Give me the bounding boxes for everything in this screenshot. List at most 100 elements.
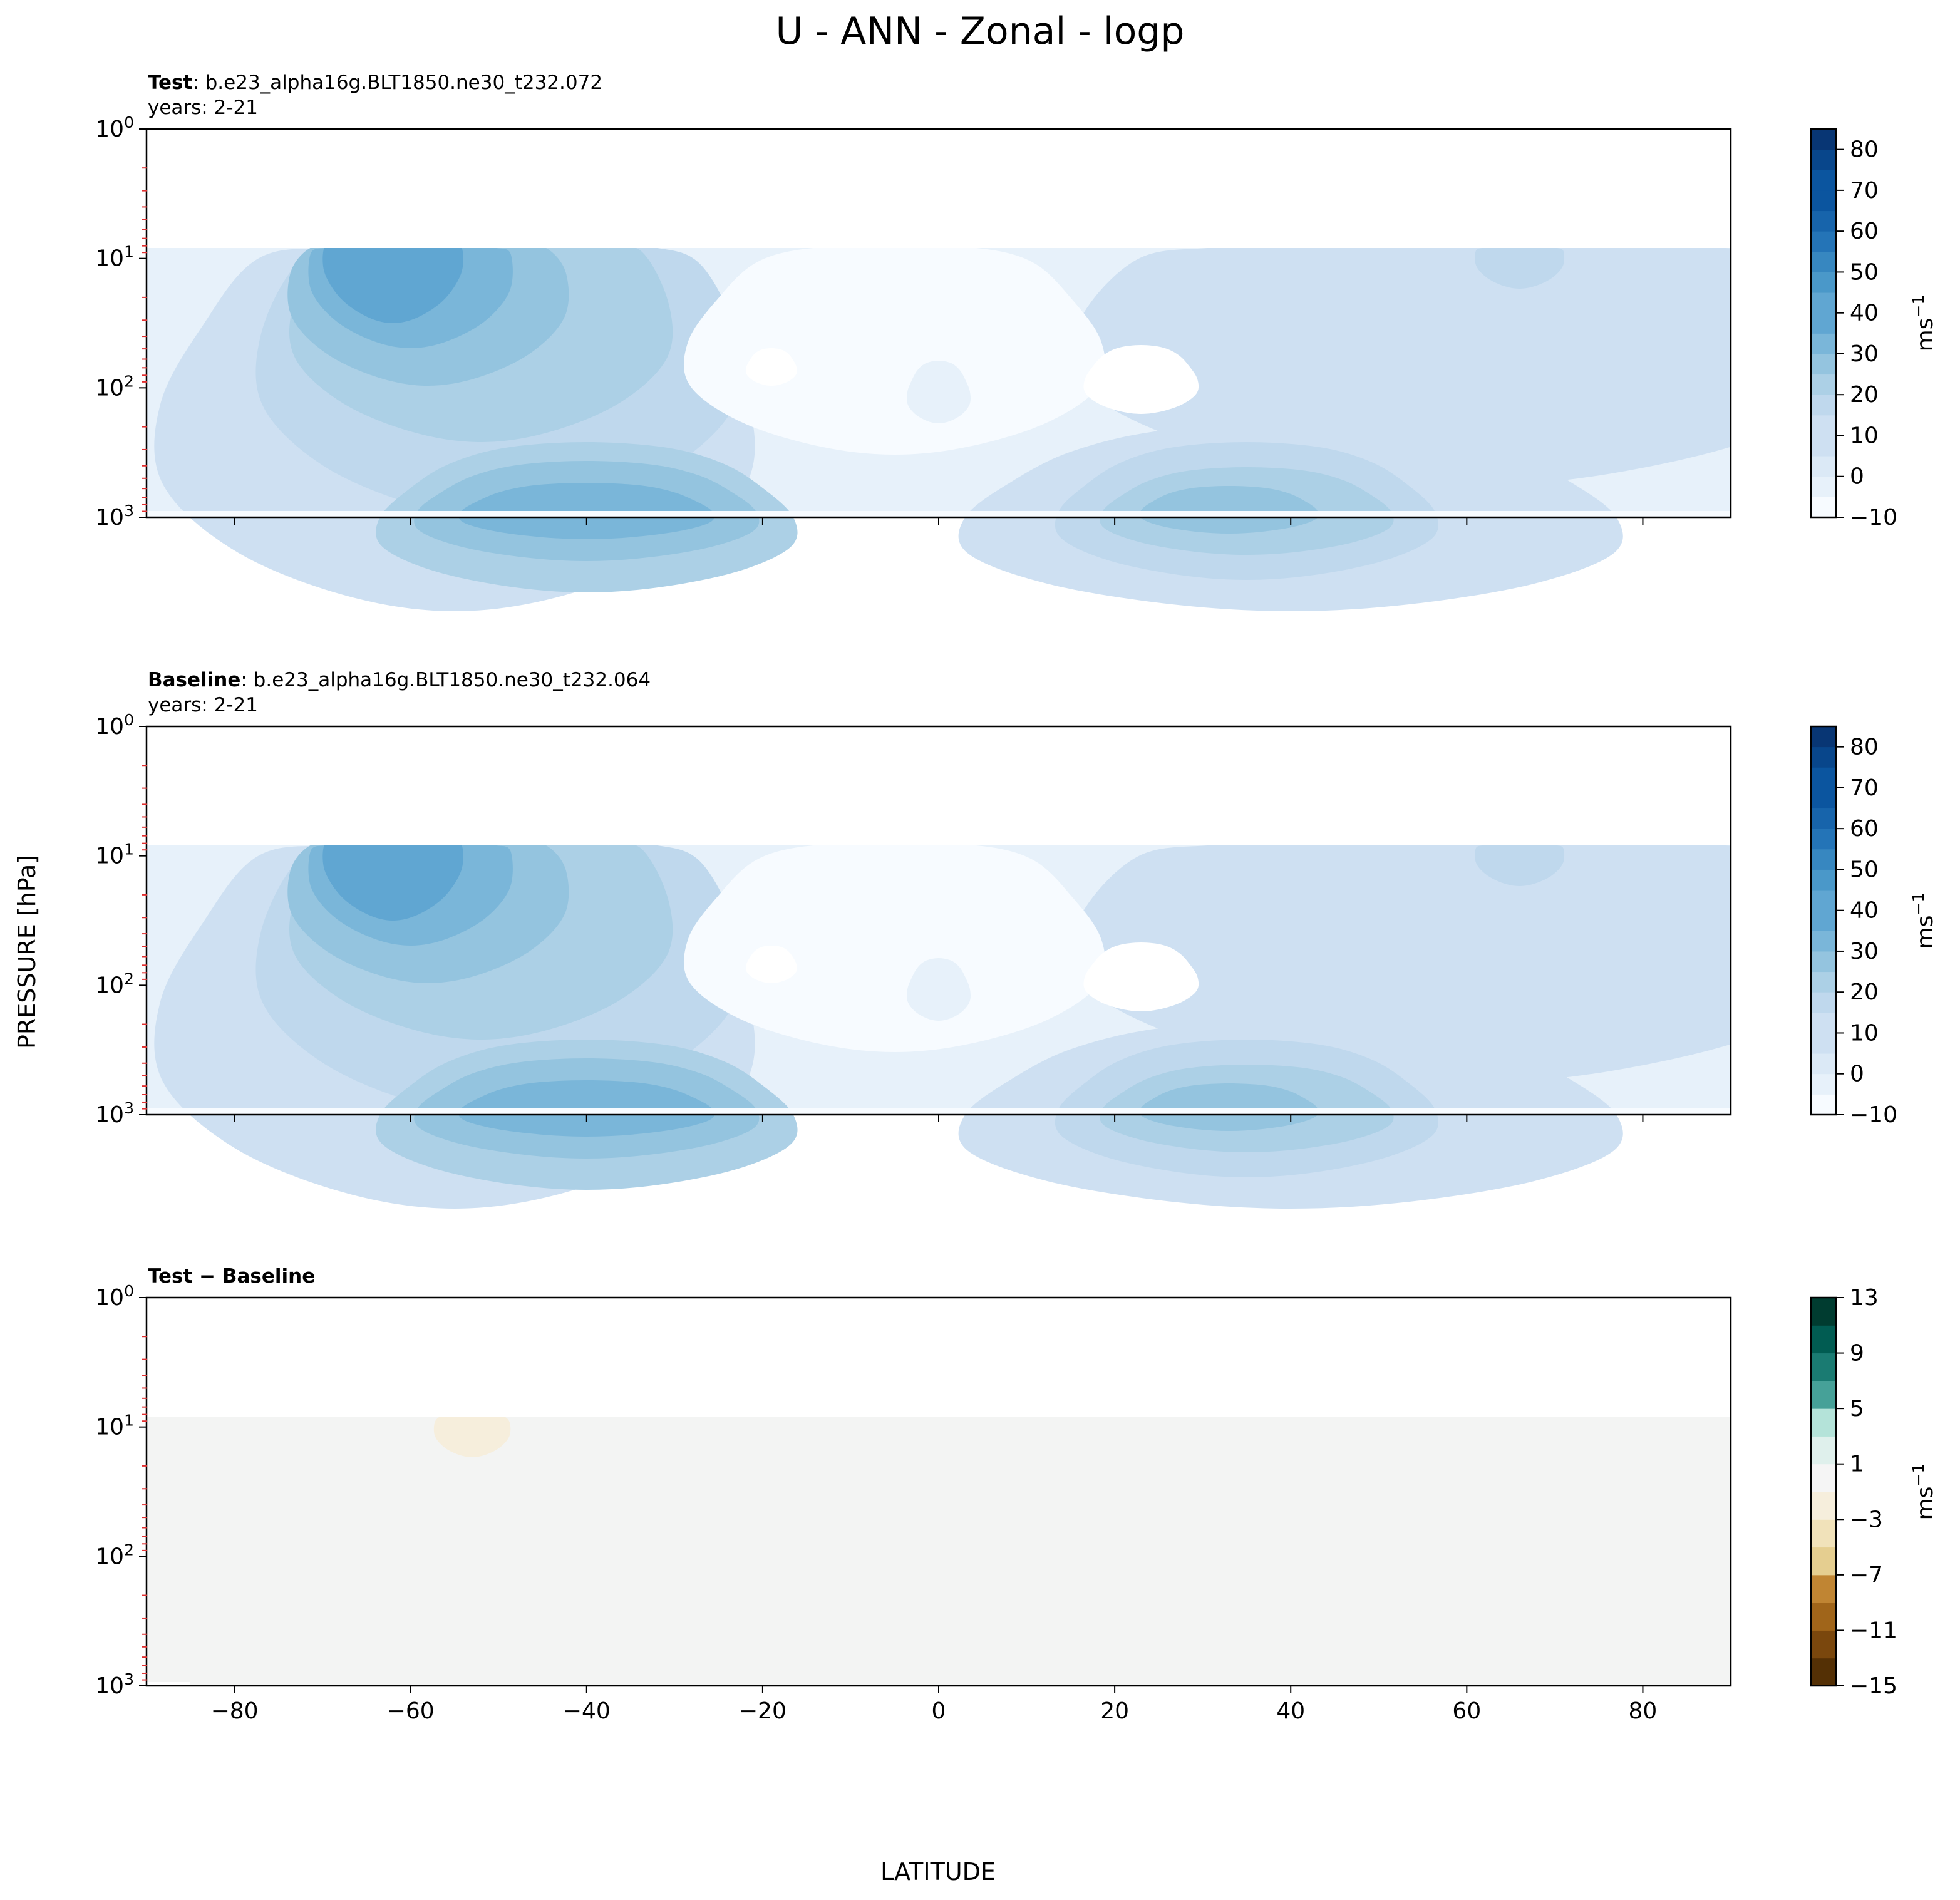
baseline-plot-area	[147, 845, 1731, 1209]
colorbar-tick-label: 70	[1850, 178, 1879, 204]
y-axis-label: PRESSURE [hPa]	[13, 855, 41, 1049]
difference-axes: −80 −60 −40 −20 0 20 40 60 80 100 101 102 103	[95, 1282, 1732, 1724]
colorbar-segment	[1811, 333, 1836, 354]
nh-polar-max	[1475, 845, 1565, 886]
colorbar-segment	[1811, 1298, 1836, 1326]
colorbar-segment	[1811, 497, 1836, 518]
colorbar-frame	[1810, 1296, 1837, 1687]
x-tick-label: −60	[387, 1698, 435, 1724]
colorbar-tick-label: −7	[1850, 1562, 1883, 1588]
colorbar-segment	[1811, 869, 1836, 891]
colorbar-segment	[1811, 251, 1836, 272]
colorbar-tick-label: 80	[1850, 137, 1879, 163]
y-tick-label: 100	[95, 1282, 134, 1311]
colorbar-frame	[1810, 725, 1837, 1116]
colorbar-tick-label: −11	[1850, 1618, 1897, 1643]
x-tick-label: 80	[1629, 1698, 1658, 1724]
x-tick-label: 20	[1100, 1698, 1129, 1724]
panel-test-title: Test: b.e23_alpha16g.BLT1850.ne30_t232.0…	[148, 71, 602, 94]
colorbar-segment	[1811, 787, 1836, 809]
colorbar-frame	[1810, 128, 1837, 519]
colorbar-segment	[1811, 231, 1836, 252]
baseline-colorbar: −10 0 10 20 30 40 50 60 70 80 ms−1	[1810, 725, 1938, 1128]
colorbar-segment	[1811, 1464, 1836, 1492]
colorbar-tick-label: 70	[1850, 775, 1879, 801]
colorbar-tick-label: 30	[1850, 341, 1879, 367]
colorbar-segment	[1811, 435, 1836, 457]
colorbar-segment	[1811, 374, 1836, 395]
colorbar-tick-label: 40	[1850, 898, 1879, 924]
colorbar-segment	[1811, 312, 1836, 334]
surface-gap	[147, 1682, 190, 1686]
panel-test: Test: b.e23_alpha16g.BLT1850.ne30_t232.0…	[95, 71, 1938, 611]
colorbar-segment	[1811, 746, 1836, 768]
colorbar-tick-label: 20	[1850, 382, 1879, 408]
colorbar-segment	[1811, 910, 1836, 931]
colorbar-tick-label: 80	[1850, 735, 1879, 760]
colorbar-segment	[1811, 170, 1836, 191]
sh-easterly-min	[746, 348, 797, 386]
colorbar-segment	[1811, 1325, 1836, 1354]
colorbar-tick-label: 40	[1850, 301, 1879, 326]
nh-easterly-min	[1083, 942, 1199, 1011]
sh-polar-night-jet-core	[322, 248, 463, 323]
colorbar-unit-label: ms−1	[1909, 1464, 1938, 1521]
panel-baseline-title: Baseline: b.e23_alpha16g.BLT1850.ne30_t2…	[148, 669, 651, 691]
colorbar-tick-label: −10	[1850, 505, 1897, 530]
y-tick-label: 102	[95, 1541, 134, 1569]
colorbar-segment	[1811, 1436, 1836, 1465]
colorbar-segment	[1811, 476, 1836, 497]
sh-easterly-min	[746, 946, 797, 983]
colorbar-unit-label: ms−1	[1909, 295, 1938, 352]
colorbar-segment	[1811, 395, 1836, 416]
y-tick-label: 101	[95, 243, 134, 272]
surface-band	[147, 1108, 1731, 1115]
colorbar-segment	[1811, 1603, 1836, 1631]
colorbar-segment	[1811, 456, 1836, 477]
colorbar-segment	[1811, 272, 1836, 293]
equatorial-westerly-cell	[906, 958, 971, 1021]
sh-polar-night-jet-core	[322, 845, 463, 921]
nh-polar-max	[1475, 248, 1565, 289]
colorbar-segment	[1811, 129, 1836, 150]
colorbar-segment	[1811, 1353, 1836, 1381]
x-tick-label: 40	[1276, 1698, 1305, 1724]
test-axes: 100 101 102 103	[95, 113, 1732, 530]
test-colorbar: −10 0 10 20 30 40 50 60 70 80 ms−1	[1810, 128, 1938, 530]
colorbar-tick-label: 13	[1850, 1285, 1879, 1311]
colorbar-segment	[1811, 190, 1836, 212]
colorbar-tick-label: 1	[1850, 1452, 1864, 1477]
figure-title: U - ANN - Zonal - logp	[776, 9, 1185, 53]
colorbar-segment	[1811, 726, 1836, 748]
test-plot-area	[147, 248, 1731, 611]
colorbar-segment	[1811, 1630, 1836, 1659]
colorbar-tick-label: −15	[1850, 1673, 1897, 1699]
x-tick-label: −80	[211, 1698, 259, 1724]
colorbar-segment	[1811, 1073, 1836, 1095]
colorbar-segment	[1811, 1574, 1836, 1603]
nh-easterly-min	[1083, 345, 1199, 414]
colorbar-segment	[1811, 1012, 1836, 1033]
x-tick-label: −20	[739, 1698, 787, 1724]
colorbar-tick-label: −10	[1850, 1102, 1897, 1128]
colorbar-tick-label: 0	[1850, 464, 1864, 490]
colorbar-tick-label: −3	[1850, 1507, 1883, 1532]
colorbar-segment	[1811, 353, 1836, 375]
colorbar-tick-label: 30	[1850, 939, 1879, 964]
colorbar-tick-label: 60	[1850, 816, 1879, 842]
x-axis-label: LATITUDE	[880, 1858, 996, 1886]
y-tick-label: 102	[95, 969, 134, 998]
y-tick-label: 100	[95, 711, 134, 740]
colorbar-segment	[1811, 1658, 1836, 1686]
colorbar-segment	[1811, 292, 1836, 314]
colorbar-tick-label: 50	[1850, 857, 1879, 882]
colorbar-segment	[1811, 149, 1836, 170]
colorbar-segment	[1811, 1408, 1836, 1437]
surface-band	[147, 511, 1731, 517]
y-tick-label: 102	[95, 372, 134, 401]
colorbar-segment	[1811, 951, 1836, 973]
difference-colorbar: −15 −11 −7 −3 1 5 9 13 ms−1	[1810, 1285, 1938, 1699]
panel-difference-title: Test − Baseline	[148, 1265, 315, 1288]
nh-subtropical-jet-core	[1139, 486, 1319, 534]
